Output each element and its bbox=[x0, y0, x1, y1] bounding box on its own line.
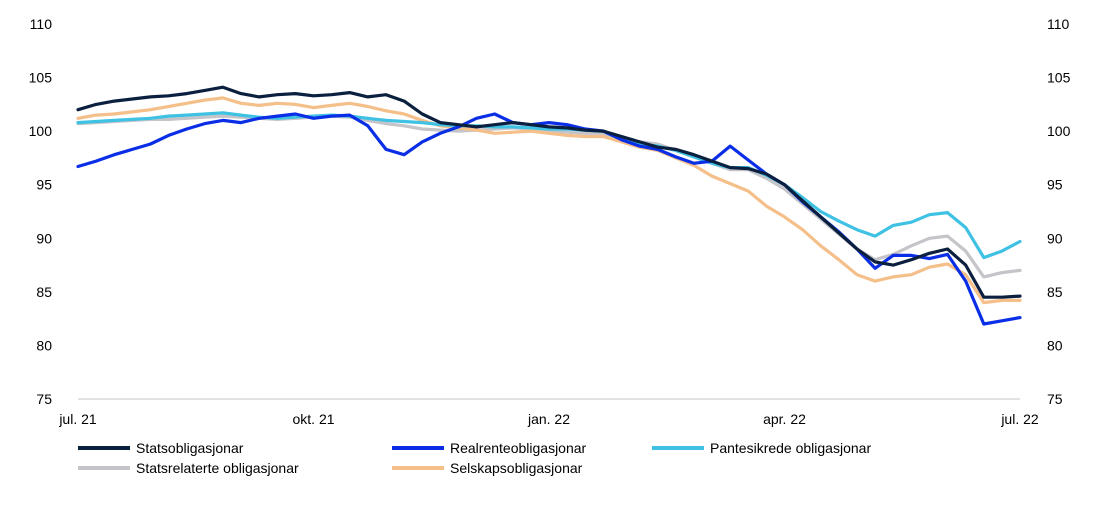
y-tick-label-right: 85 bbox=[1047, 284, 1063, 300]
y-axis-right: 75 80 85 90 95 100 105 110 bbox=[1047, 16, 1071, 407]
legend-item: Statsobligasjonar bbox=[78, 440, 243, 456]
x-tick-label: okt. 21 bbox=[292, 411, 334, 427]
x-axis: jul. 21 okt. 21 jan. 22 apr. 22 jul. 22 bbox=[58, 411, 1039, 427]
y-tick-label-left: 80 bbox=[36, 337, 52, 353]
series-line-3 bbox=[76, 114, 1022, 279]
y-tick-label-left: 105 bbox=[29, 70, 53, 86]
y-tick-label-left: 95 bbox=[36, 177, 52, 193]
legend-label: Pantesikrede obligasjonar bbox=[710, 440, 872, 456]
series-line-1 bbox=[76, 112, 1022, 326]
y-tick-label-left: 100 bbox=[29, 123, 53, 139]
series-line-2 bbox=[76, 111, 1022, 260]
y-tick-label-right: 75 bbox=[1047, 391, 1063, 407]
legend-label: Statsobligasjonar bbox=[136, 440, 244, 456]
y-tick-label-left: 90 bbox=[36, 230, 52, 246]
legend-label: Statsrelaterte obligasjonar bbox=[136, 460, 299, 476]
y-axis-left: 75 80 85 90 95 100 105 110 bbox=[29, 16, 53, 407]
legend-item: Selskapsobligasjonar bbox=[392, 460, 582, 476]
legend-label: Realrenteobligasjonar bbox=[450, 440, 587, 456]
legend-swatch bbox=[78, 446, 130, 450]
legend-swatch bbox=[392, 466, 444, 470]
legend-item: Realrenteobligasjonar bbox=[392, 440, 586, 456]
y-tick-label-right: 90 bbox=[1047, 230, 1063, 246]
y-tick-label-right: 80 bbox=[1047, 337, 1063, 353]
y-tick-label-right: 110 bbox=[1047, 16, 1070, 32]
y-tick-label-right: 95 bbox=[1047, 177, 1063, 193]
series-line-4 bbox=[76, 96, 1022, 305]
y-tick-label-right: 100 bbox=[1047, 123, 1071, 139]
y-tick-label-left: 85 bbox=[36, 284, 52, 300]
x-tick-label: jul. 21 bbox=[58, 411, 97, 427]
legend-label: Selskapsobligasjonar bbox=[450, 460, 583, 476]
x-tick-label: jul. 22 bbox=[1000, 411, 1039, 427]
y-tick-label-right: 105 bbox=[1047, 70, 1071, 86]
series-line-0 bbox=[76, 85, 1022, 299]
y-tick-label-left: 110 bbox=[30, 16, 53, 32]
x-tick-label: apr. 22 bbox=[763, 411, 806, 427]
series-layer bbox=[76, 85, 1022, 326]
legend-swatch bbox=[392, 446, 444, 450]
legend-swatch bbox=[78, 466, 130, 470]
y-tick-label-left: 75 bbox=[36, 391, 52, 407]
legend-item: Pantesikrede obligasjonar bbox=[652, 440, 871, 456]
legend-swatch bbox=[652, 446, 704, 450]
legend-item: Statsrelaterte obligasjonar bbox=[78, 460, 299, 476]
x-tick-label: jan. 22 bbox=[527, 411, 570, 427]
